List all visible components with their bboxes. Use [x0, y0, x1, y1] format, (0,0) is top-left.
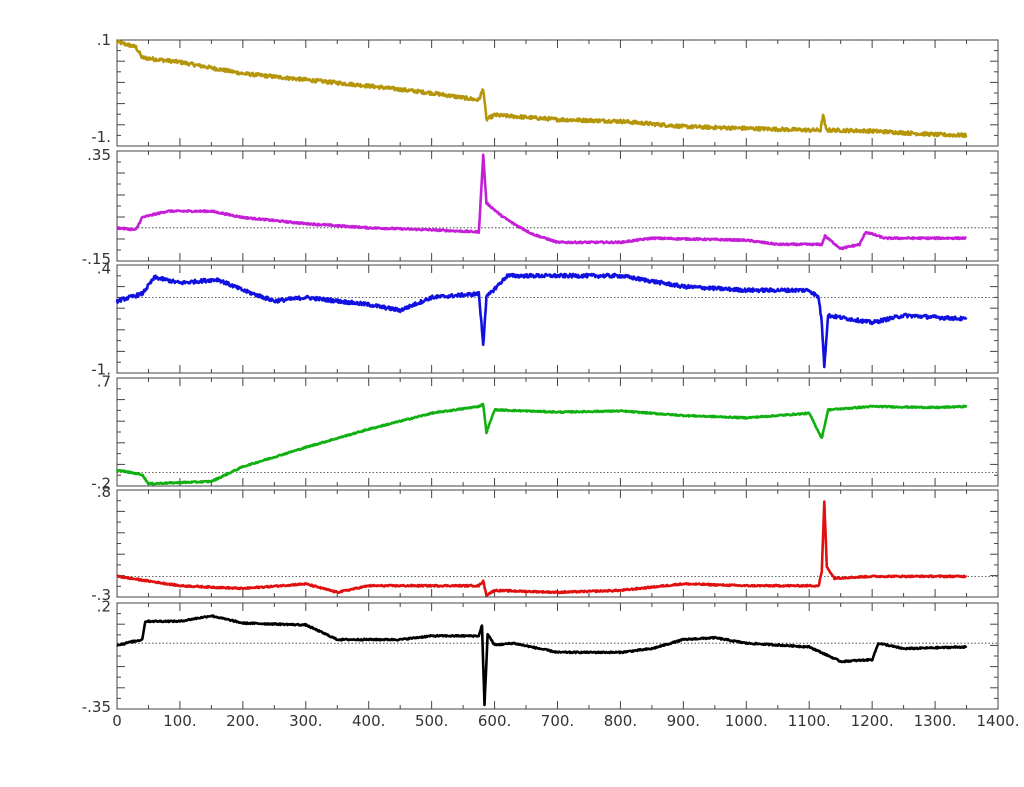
x-tick-label: 1000. — [725, 712, 768, 730]
x-tick-label: 600. — [478, 712, 511, 730]
x-tick-label: 1100. — [788, 712, 831, 730]
panel-2-ytick-label: -.15 — [82, 250, 111, 268]
panel-3-series-line — [115, 272, 968, 369]
x-tick-label: 800. — [604, 712, 637, 730]
panel-5-series-line — [116, 500, 968, 597]
x-tick-label: 1400. — [977, 712, 1020, 730]
panel-4-ytick-label: .7 — [97, 372, 111, 390]
panel-5-ytick-label: -.3 — [91, 586, 111, 604]
panel-4-series-line — [115, 402, 968, 486]
panel-1-ytick-label: .1 — [97, 31, 111, 49]
panel-6-ytick-label: .2 — [97, 598, 111, 616]
x-tick-label: 300. — [289, 712, 322, 730]
panel-6-ytick-label: -.35 — [82, 698, 111, 716]
panel-4-frame — [116, 377, 999, 487]
panel-4-ytick-label: -.2 — [91, 475, 111, 493]
panel-1-ytick-label: -1. — [91, 128, 111, 146]
x-tick-label: 1300. — [914, 712, 957, 730]
panel-6-frame — [116, 602, 999, 710]
panel-3-ytick-label: .4 — [97, 260, 111, 278]
panel-2-ytick-label: .35 — [87, 146, 111, 164]
x-tick-label: 1200. — [851, 712, 894, 730]
x-tick-label: 100. — [163, 712, 196, 730]
panel-6-series-line — [116, 614, 968, 707]
panel-5-ytick-label: .8 — [97, 483, 111, 501]
x-tick-label: 700. — [541, 712, 574, 730]
panel-1-series-line — [115, 39, 968, 139]
x-tick-label: 900. — [667, 712, 700, 730]
x-tick-label: 200. — [226, 712, 259, 730]
panel-3-ytick-label: -1. — [91, 360, 111, 378]
panel-2-series-line — [116, 153, 968, 251]
panel-2-frame — [116, 150, 999, 262]
x-tick-label: 400. — [352, 712, 385, 730]
x-tick-label: 500. — [415, 712, 448, 730]
panel-5-frame — [116, 489, 999, 598]
x-tick-label: 0 — [112, 712, 122, 730]
